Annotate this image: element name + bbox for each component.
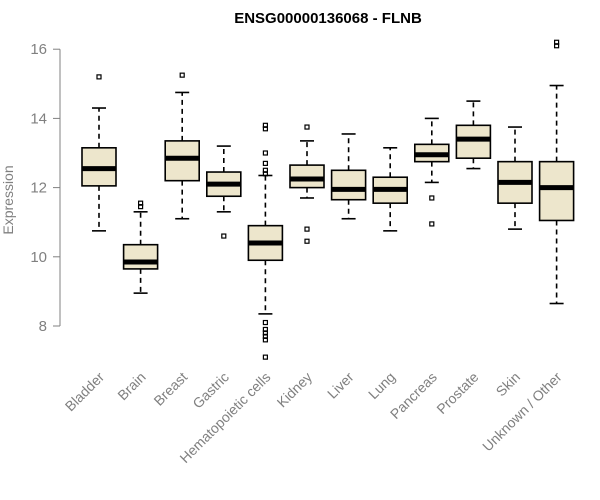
y-tick-label: 16 — [30, 41, 47, 58]
y-tick-label: 12 — [30, 180, 47, 197]
iqr-box — [330, 169, 367, 201]
x-tick-label: Lung — [365, 369, 398, 402]
box-liver — [330, 133, 367, 220]
x-tick-label: Prostate — [433, 369, 481, 417]
iqr-box — [538, 160, 575, 222]
box-brain — [122, 200, 159, 294]
y-axis-label: Expression — [0, 165, 16, 234]
box-kidney — [289, 124, 325, 244]
outlier-point — [96, 74, 102, 80]
outlier-point — [138, 200, 144, 206]
iqr-box — [122, 243, 159, 270]
box-bladder — [81, 74, 117, 232]
outlier-point — [429, 221, 435, 227]
box-lung — [372, 147, 409, 232]
box-hematopoietic-cells — [247, 122, 284, 360]
outlier-point — [262, 171, 268, 177]
y-axis: 8 10 12 14 16 — [30, 41, 61, 335]
box-gastric — [206, 145, 242, 239]
outlier-point — [262, 160, 268, 166]
iqr-box — [455, 124, 492, 159]
x-tick-label: Bladder — [62, 369, 108, 415]
outlier-point — [553, 39, 560, 45]
outlier-point — [262, 150, 268, 156]
x-tick-label: Liver — [324, 369, 357, 402]
boxes-group — [81, 39, 575, 360]
box-prostate — [455, 100, 492, 170]
outlier-point — [429, 195, 435, 201]
outlier-point — [262, 319, 268, 326]
y-tick-label: 8 — [39, 318, 47, 335]
y-tick-label: 10 — [30, 249, 47, 266]
outlier-point — [179, 72, 185, 78]
x-tick-label: Breast — [150, 369, 190, 409]
y-tick-label: 14 — [30, 110, 47, 127]
x-tick-label: Brain — [114, 369, 148, 403]
box-unknown-other — [538, 39, 575, 305]
x-tick-label: Unknown / Other — [479, 369, 565, 455]
iqr-box — [164, 140, 200, 182]
box-pancreas — [413, 117, 450, 227]
outlier-point — [262, 354, 268, 360]
outlier-point — [304, 226, 310, 232]
x-tick-label: Skin — [493, 369, 524, 400]
box-breast — [164, 72, 200, 220]
outlier-point — [262, 337, 268, 343]
x-tick-label: Kidney — [274, 369, 316, 411]
outlier-point — [262, 126, 268, 132]
outlier-point — [221, 233, 227, 239]
box-skin — [497, 126, 533, 230]
iqr-box — [289, 164, 325, 189]
outlier-point — [304, 238, 310, 244]
chart-title: ENSG00000136068 - FLNB — [234, 10, 422, 27]
outlier-point — [304, 124, 310, 130]
